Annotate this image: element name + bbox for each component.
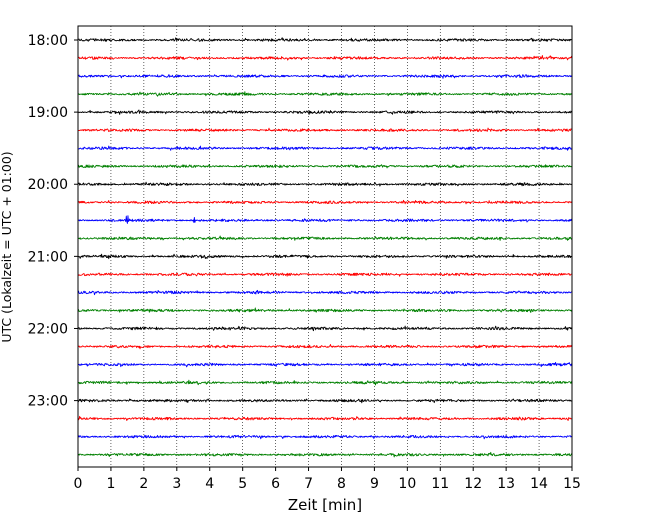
x-axis-label: Zeit [min] (288, 496, 362, 514)
trace-2015 (77, 199, 573, 205)
trace-1815 (77, 55, 573, 61)
x-axis: 0 1 2 3 4 5 6 7 8 9 10 11 12 13 14 15 (74, 467, 581, 492)
x-tick-label-0: 0 (74, 476, 83, 492)
trace-1915 (77, 127, 573, 132)
trace-2230 (77, 361, 573, 368)
trace-2130 (77, 289, 573, 296)
x-tick-label-15: 15 (563, 476, 581, 492)
x-tick-label-7: 7 (304, 476, 313, 492)
plot-area (78, 26, 572, 467)
x-tick-label-8: 8 (337, 476, 346, 492)
trace-1945 (77, 163, 573, 169)
y-tick-label-2000: 20:00 (28, 177, 68, 193)
trace-1800 (78, 37, 573, 42)
x-tick-label-14: 14 (530, 476, 548, 492)
x-tick-label-10: 10 (398, 476, 416, 492)
trace-2145 (77, 307, 573, 313)
trace-2300 (77, 398, 573, 404)
trace-2115 (77, 272, 573, 277)
trace-2200 (77, 325, 573, 332)
trace-2330 (77, 434, 573, 440)
plot-frame (77, 25, 573, 468)
trace-2315 (77, 415, 573, 421)
x-tick-label-13: 13 (497, 476, 515, 492)
x-tick-label-3: 3 (172, 476, 181, 492)
trace-1845 (77, 91, 573, 97)
trace-1930 (77, 145, 573, 151)
trace-2345 (77, 451, 573, 458)
trace-1900 (77, 109, 573, 115)
x-tick-label-4: 4 (205, 476, 214, 492)
y-tick-label-2100: 21:00 (28, 249, 68, 265)
x-tick-label-6: 6 (271, 476, 280, 492)
trace-2215 (77, 344, 573, 350)
y-tick-label-2300: 23:00 (28, 394, 68, 410)
trace-2245 (77, 379, 573, 386)
x-tick-label-11: 11 (431, 476, 449, 492)
x-tick-label-9: 9 (370, 476, 379, 492)
y-axis-label: UTC (Lokalzeit = UTC + 01:00) (0, 151, 14, 342)
x-tick-label-1: 1 (106, 476, 115, 492)
trace-2030 (77, 215, 573, 224)
trace-layer (77, 37, 573, 458)
y-tick-label-2200: 22:00 (28, 321, 68, 337)
y-tick-label-1800: 18:00 (28, 33, 68, 49)
x-tick-label-2: 2 (139, 476, 148, 492)
trace-2045 (77, 235, 573, 241)
trace-1830 (77, 74, 573, 79)
x-tick-label-5: 5 (238, 476, 247, 492)
y-tick-label-1900: 19:00 (28, 105, 68, 121)
trace-2000 (77, 181, 573, 187)
y-axis: 18:00 19:00 20:00 21:00 22:00 23:00 (28, 33, 78, 410)
trace-2100 (77, 253, 573, 260)
x-tick-label-12: 12 (464, 476, 482, 492)
